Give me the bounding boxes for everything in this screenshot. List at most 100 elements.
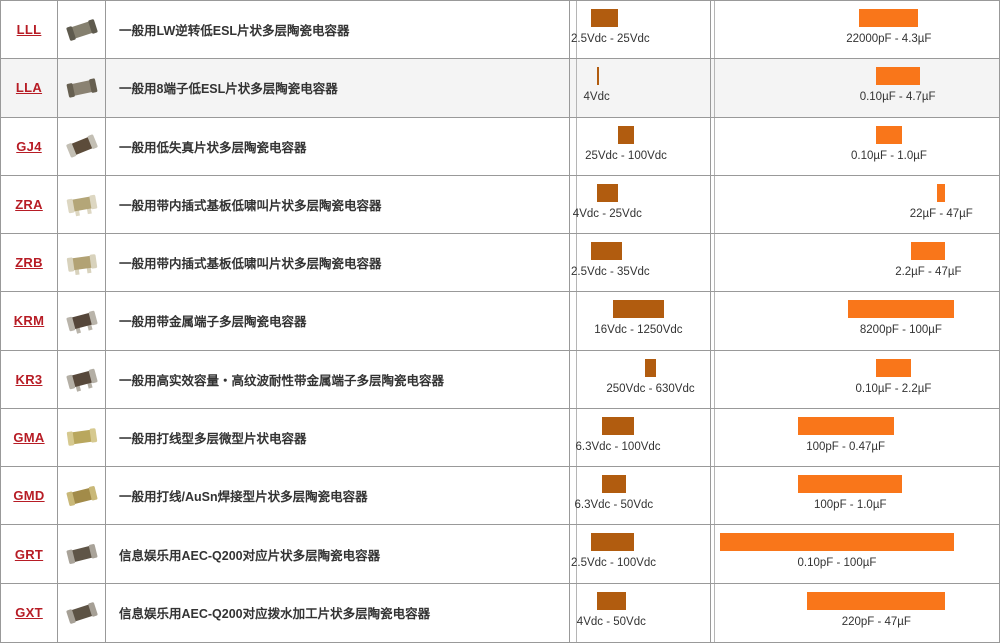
series-link[interactable]: KR3 (15, 371, 43, 387)
voltage-range-bar (596, 67, 599, 86)
gridline (576, 175, 577, 234)
capacitance-range-bar (876, 358, 911, 377)
voltage-range-chart-cell: 16Vdc - 1250Vdc (570, 292, 711, 350)
series-cell: GMD (1, 467, 58, 525)
gridline (714, 1, 715, 59)
series-cell: GMA (1, 408, 58, 467)
voltage-range-bar (596, 591, 627, 610)
voltage-range-bar (612, 300, 664, 319)
voltage-range-chart-cell: 2.5Vdc - 100Vdc (570, 525, 711, 583)
series-link[interactable]: KRM (13, 313, 45, 329)
series-link[interactable]: GJ4 (16, 138, 42, 154)
voltage-range-bar (645, 358, 656, 377)
table-row: LLL 一般用LW逆转低ESL片状多层陶瓷电容器 2.5Vdc - 25Vdc … (1, 1, 999, 60)
voltage-range-bar (618, 125, 635, 144)
capacitance-range-bar (720, 533, 954, 552)
voltage-range-bar (591, 9, 618, 27)
gridline (714, 175, 715, 234)
voltage-range-label: 4Vdc - 50Vdc (576, 615, 646, 628)
gridline (714, 467, 715, 525)
series-cell: GJ4 (1, 117, 58, 175)
capacitance-range-chart-cell: 0.10µF - 2.2µF (711, 350, 999, 408)
chip-capacitor-photo-icon (66, 310, 97, 334)
voltage-range-chart-cell: 6.3Vdc - 50Vdc (570, 467, 711, 525)
voltage-range-chart-cell: 4Vdc (570, 59, 711, 117)
capacitance-range-label: 0.10µF - 4.7µF (859, 91, 936, 104)
table-row: GXT 信息娱乐用AEC-Q200对应拨水加工片状多层陶瓷电容器 4Vdc - … (1, 583, 999, 642)
capacitance-range-chart-cell: 2.2µF - 47µF (711, 234, 999, 292)
capacitance-range-chart-cell: 100pF - 0.47µF (711, 408, 999, 467)
table-row: ZRB 一般用带内插式基板低啸叫片状多层陶瓷电容器 2.5Vdc - 35Vdc… (1, 234, 999, 293)
series-link[interactable]: LLL (16, 22, 42, 38)
gridline (714, 583, 715, 642)
product-description: 一般用高实效容量・高纹波耐性带金属端子多层陶瓷电容器 (119, 373, 445, 388)
voltage-range-label: 2.5Vdc - 35Vdc (571, 266, 650, 279)
voltage-range-label: 4Vdc (583, 91, 610, 104)
gridline (714, 292, 715, 350)
product-description: 信息娱乐用AEC-Q200对应拨水加工片状多层陶瓷电容器 (119, 607, 431, 622)
voltage-range-chart-cell: 4Vdc - 50Vdc (570, 583, 711, 642)
description-cell: 信息娱乐用AEC-Q200对应片状多层陶瓷电容器 (106, 525, 570, 583)
product-description: 信息娱乐用AEC-Q200对应片状多层陶瓷电容器 (119, 548, 381, 563)
product-description: 一般用带内插式基板低啸叫片状多层陶瓷电容器 (119, 198, 382, 213)
product-description: 一般用8端子低ESL片状多层陶瓷电容器 (119, 82, 338, 97)
image-cell (58, 525, 106, 583)
description-cell: 一般用低失真片状多层陶瓷电容器 (106, 117, 570, 175)
series-link[interactable]: ZRA (15, 196, 43, 212)
capacitance-range-bar (858, 9, 919, 27)
product-description: 一般用打线/AuSn焊接型片状多层陶瓷电容器 (119, 490, 368, 505)
chip-capacitor-photo-icon (66, 485, 97, 506)
chip-capacitor-photo-icon (65, 18, 98, 41)
table-row: GRT 信息娱乐用AEC-Q200对应片状多层陶瓷电容器 2.5Vdc - 10… (1, 525, 999, 584)
series-cell: GRT (1, 525, 58, 583)
chip-capacitor-photo-icon (65, 602, 98, 624)
gridline (576, 525, 577, 583)
table-row: ZRA 一般用带内插式基板低啸叫片状多层陶瓷电容器 4Vdc - 25Vdc 2… (1, 175, 999, 235)
capacitance-range-bar (847, 300, 954, 319)
capacitance-range-bar (876, 125, 902, 144)
voltage-range-bar (601, 416, 635, 435)
description-cell: 一般用8端子低ESL片状多层陶瓷电容器 (106, 59, 570, 117)
series-cell: GXT (1, 583, 58, 642)
series-link[interactable]: GRT (14, 546, 44, 562)
voltage-range-bar (596, 183, 618, 202)
table-row: LLA 一般用8端子低ESL片状多层陶瓷电容器 4Vdc 0.10µF - 4.… (1, 59, 999, 118)
table-row: GJ4 一般用低失真片状多层陶瓷电容器 25Vdc - 100Vdc 0.10µ… (1, 117, 999, 176)
gridline (714, 350, 715, 408)
image-cell (58, 1, 106, 59)
series-link[interactable]: GXT (15, 605, 43, 621)
series-link[interactable]: ZRB (15, 255, 43, 271)
series-link[interactable]: GMA (13, 429, 45, 445)
description-cell: 一般用高实效容量・高纹波耐性带金属端子多层陶瓷电容器 (106, 350, 570, 408)
chip-capacitor-photo-icon (66, 428, 97, 447)
gridline (714, 59, 715, 117)
chip-capacitor-photo-icon (66, 544, 97, 564)
voltage-range-label: 6.3Vdc - 100Vdc (575, 440, 661, 453)
voltage-range-chart-cell: 25Vdc - 100Vdc (570, 117, 711, 175)
chip-capacitor-photo-icon (66, 195, 97, 217)
image-cell (58, 467, 106, 525)
voltage-range-label: 4Vdc - 25Vdc (572, 207, 642, 220)
table-row: GMA 一般用打线型多层微型片状电容器 6.3Vdc - 100Vdc 100p… (1, 408, 999, 468)
image-cell (58, 234, 106, 292)
description-cell: 一般用带内插式基板低啸叫片状多层陶瓷电容器 (106, 175, 570, 234)
series-link[interactable]: LLA (15, 80, 43, 96)
description-cell: 信息娱乐用AEC-Q200对应拨水加工片状多层陶瓷电容器 (106, 583, 570, 642)
description-cell: 一般用打线/AuSn焊接型片状多层陶瓷电容器 (106, 467, 570, 525)
table-row: KRM 一般用带金属端子多层陶瓷电容器 16Vdc - 1250Vdc 8200… (1, 292, 999, 351)
series-link[interactable]: GMD (13, 488, 45, 504)
image-cell (58, 583, 106, 642)
image-cell (58, 59, 106, 117)
voltage-range-label: 16Vdc - 1250Vdc (594, 324, 683, 337)
gridline (576, 59, 577, 117)
chip-capacitor-photo-icon (66, 253, 97, 275)
capacitance-range-label: 100pF - 1.0µF (814, 499, 887, 512)
series-cell: ZRB (1, 234, 58, 292)
gridline (714, 234, 715, 292)
capacitance-range-bar (798, 416, 894, 435)
gridline (576, 117, 577, 175)
voltage-range-bar (591, 242, 622, 261)
series-cell: LLL (1, 1, 58, 59)
product-description: 一般用低失真片状多层陶瓷电容器 (119, 140, 307, 155)
